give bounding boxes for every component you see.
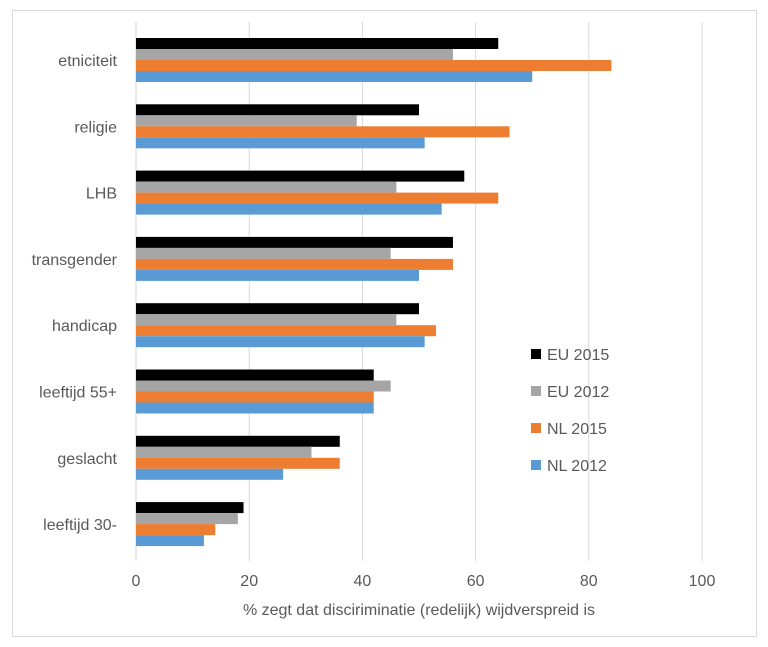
value-axis: 0 20 40 60 80 100 bbox=[132, 573, 716, 590]
legend-swatch bbox=[531, 349, 541, 359]
bar-eu-2015 bbox=[136, 236, 453, 248]
category-label: handicap bbox=[52, 318, 117, 335]
bar-eu-2015 bbox=[136, 502, 244, 514]
legend-swatch bbox=[531, 386, 541, 396]
x-tick-label: 80 bbox=[580, 573, 598, 590]
legend-swatch bbox=[531, 460, 541, 470]
bar-nl-2012 bbox=[136, 137, 425, 149]
bar-eu-2012 bbox=[136, 513, 238, 525]
legend-swatch bbox=[531, 423, 541, 433]
legend-label: EU 2015 bbox=[547, 347, 609, 364]
legend-label: NL 2015 bbox=[547, 421, 607, 438]
bar-nl-2012 bbox=[136, 402, 374, 414]
category-label: LHB bbox=[86, 186, 117, 203]
bar-eu-2012 bbox=[136, 446, 312, 458]
bar-nl-2012 bbox=[136, 71, 533, 82]
legend-label: EU 2012 bbox=[547, 384, 609, 401]
bar-nl-2012 bbox=[136, 336, 425, 348]
bar-eu-2015 bbox=[136, 369, 374, 381]
bar-nl-2015 bbox=[136, 192, 499, 204]
category-axis: etniciteit religie LHB transgender handicap l… bbox=[32, 53, 118, 534]
bar-eu-2012 bbox=[136, 380, 391, 392]
bar-nl-2015 bbox=[136, 60, 612, 71]
bar-eu-2012 bbox=[136, 314, 397, 326]
category-label: leeftijd 55+ bbox=[39, 385, 117, 402]
bar-nl-2012 bbox=[136, 269, 419, 281]
x-tick-label: 20 bbox=[240, 573, 258, 590]
category-label: geslacht bbox=[57, 451, 117, 468]
bar-nl-2012 bbox=[136, 203, 442, 215]
bar-nl-2012 bbox=[136, 468, 284, 480]
bar-nl-2015 bbox=[136, 258, 453, 270]
bar-nl-2015 bbox=[136, 391, 374, 403]
bars bbox=[136, 38, 612, 547]
legend: EU 2015 EU 2012 NL 2015 NL 2012 bbox=[531, 347, 609, 475]
bar-eu-2012 bbox=[136, 115, 357, 127]
x-tick-label: 0 bbox=[132, 573, 141, 590]
bar-eu-2012 bbox=[136, 181, 397, 193]
category-label: transgender bbox=[32, 252, 118, 269]
bar-eu-2015 bbox=[136, 435, 340, 447]
bar-eu-2012 bbox=[136, 49, 453, 60]
bar-nl-2015 bbox=[136, 325, 436, 337]
bar-nl-2012 bbox=[136, 535, 204, 547]
bar-nl-2015 bbox=[136, 126, 510, 138]
gridlines bbox=[135, 22, 703, 561]
bar-eu-2015 bbox=[136, 303, 419, 315]
bar-nl-2015 bbox=[136, 524, 216, 536]
x-tick-label: 100 bbox=[689, 573, 716, 590]
bar-eu-2015 bbox=[136, 104, 419, 116]
bar-eu-2015 bbox=[136, 38, 499, 49]
x-tick-label: 40 bbox=[354, 573, 372, 590]
category-label: leeftijd 30- bbox=[43, 517, 117, 534]
category-label: religie bbox=[74, 119, 117, 136]
x-axis-title: % zegt dat disciriminatie (redelijk) wij… bbox=[243, 602, 595, 619]
x-tick-label: 60 bbox=[467, 573, 485, 590]
legend-label: NL 2012 bbox=[547, 458, 607, 475]
category-label: etniciteit bbox=[58, 53, 117, 70]
bar-nl-2015 bbox=[136, 457, 340, 469]
bar-eu-2015 bbox=[136, 170, 465, 182]
bar-eu-2012 bbox=[136, 247, 391, 259]
